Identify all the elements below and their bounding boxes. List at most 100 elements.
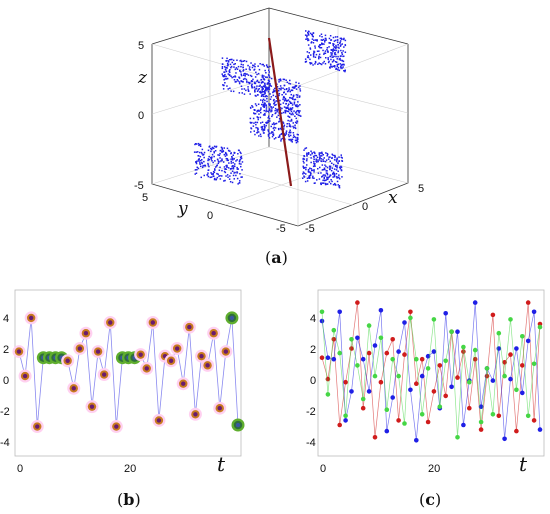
- cloud-point: [240, 165, 242, 168]
- cloud-point: [234, 63, 236, 65]
- cloud-point: [269, 120, 271, 122]
- cloud-point: [197, 142, 200, 145]
- data-point: [490, 312, 496, 318]
- cloud-point: [216, 176, 219, 179]
- series-2: [319, 300, 543, 443]
- cloud-point: [264, 126, 266, 129]
- cloud-point: [266, 122, 268, 125]
- cloud-point: [313, 171, 315, 173]
- cloud-point: [312, 42, 315, 44]
- cloud-point: [314, 152, 316, 154]
- cloud-point: [296, 120, 298, 122]
- cloud-point: [263, 129, 266, 131]
- cloud-point: [338, 160, 341, 162]
- cloud-point: [294, 126, 296, 128]
- cloud-point: [276, 116, 278, 118]
- y-tick-label: 0: [310, 375, 316, 387]
- cloud-point: [201, 166, 204, 169]
- cloud-point: [334, 183, 336, 185]
- cloud-point: [317, 160, 319, 163]
- cloud-point: [338, 47, 340, 49]
- cloud-point: [202, 154, 204, 156]
- y-tick-label: -4: [0, 437, 10, 449]
- cloud-point: [321, 36, 323, 38]
- cloud-point: [270, 85, 273, 87]
- cloud-point: [248, 81, 250, 84]
- cloud-point: [343, 46, 345, 48]
- cloud-point: [312, 175, 314, 178]
- cloud-point: [290, 120, 293, 122]
- cloud-point: [210, 176, 213, 178]
- cloud-point: [291, 108, 293, 111]
- marker-core: [83, 331, 89, 336]
- cloud-point: [266, 76, 268, 78]
- cloud-point: [287, 115, 289, 117]
- cloud-point: [231, 61, 233, 64]
- cloud-point: [329, 168, 331, 170]
- cloud-point: [195, 143, 198, 145]
- cloud-point: [293, 98, 296, 101]
- cloud-point: [327, 58, 329, 61]
- cloud-point: [320, 158, 323, 160]
- cloud-point: [238, 81, 241, 83]
- cloud-point: [257, 72, 260, 75]
- cloud-point: [224, 82, 226, 84]
- data-point: [349, 346, 354, 351]
- cloud-point: [336, 58, 338, 60]
- cloud-point: [223, 166, 226, 168]
- cloud-point: [232, 174, 235, 177]
- cloud-point: [227, 149, 230, 152]
- cloud-point: [254, 94, 257, 97]
- cloud-point: [285, 130, 288, 132]
- cloud-point: [272, 94, 275, 97]
- cloud-point: [295, 122, 298, 124]
- cloud-point: [207, 159, 209, 162]
- cloud-point: [296, 133, 299, 136]
- data-point: [360, 356, 366, 362]
- cloud-point: [253, 130, 255, 132]
- cloud-point: [265, 86, 267, 88]
- cloud-point: [281, 132, 283, 135]
- cloud-point: [243, 73, 245, 75]
- data-point-marker: [195, 349, 208, 363]
- cloud-point: [292, 94, 295, 97]
- cloud-point: [195, 143, 197, 145]
- cloud-point: [257, 89, 260, 91]
- cloud-point: [303, 155, 306, 158]
- cloud-point: [253, 122, 255, 124]
- cloud-point: [267, 79, 270, 82]
- cloud-point: [322, 174, 325, 176]
- cloud-point: [295, 94, 298, 96]
- data-point: [531, 309, 537, 315]
- cloud-point: [211, 173, 213, 175]
- data-point: [319, 318, 325, 324]
- cloud-point: [221, 175, 223, 177]
- cloud-point: [341, 38, 343, 40]
- data-point: [355, 335, 360, 341]
- cloud-point: [211, 146, 214, 149]
- cloud-point: [320, 183, 322, 185]
- cloud-point: [279, 85, 282, 87]
- data-point: [337, 350, 343, 356]
- cloud-point: [223, 79, 225, 81]
- cloud-point: [315, 158, 317, 160]
- cloud-point: [222, 161, 225, 163]
- data-point: [349, 337, 354, 342]
- cloud-point: [306, 34, 308, 37]
- cloud-point: [219, 175, 221, 177]
- cloud-point: [268, 137, 271, 139]
- cloud-point: [272, 127, 275, 130]
- cloud-point: [269, 98, 272, 100]
- cloud-point: [207, 149, 210, 152]
- data-point: [478, 427, 484, 432]
- cloud-point: [255, 71, 257, 74]
- cloud-point: [242, 60, 244, 62]
- cloud-point: [264, 92, 266, 94]
- cloud-point: [296, 113, 298, 115]
- marker-core: [181, 381, 186, 386]
- point-cloud: [193, 30, 347, 189]
- cloud-point: [306, 36, 308, 38]
- data-point: [496, 413, 502, 419]
- cloud-point: [335, 160, 338, 163]
- data-point: [478, 419, 484, 425]
